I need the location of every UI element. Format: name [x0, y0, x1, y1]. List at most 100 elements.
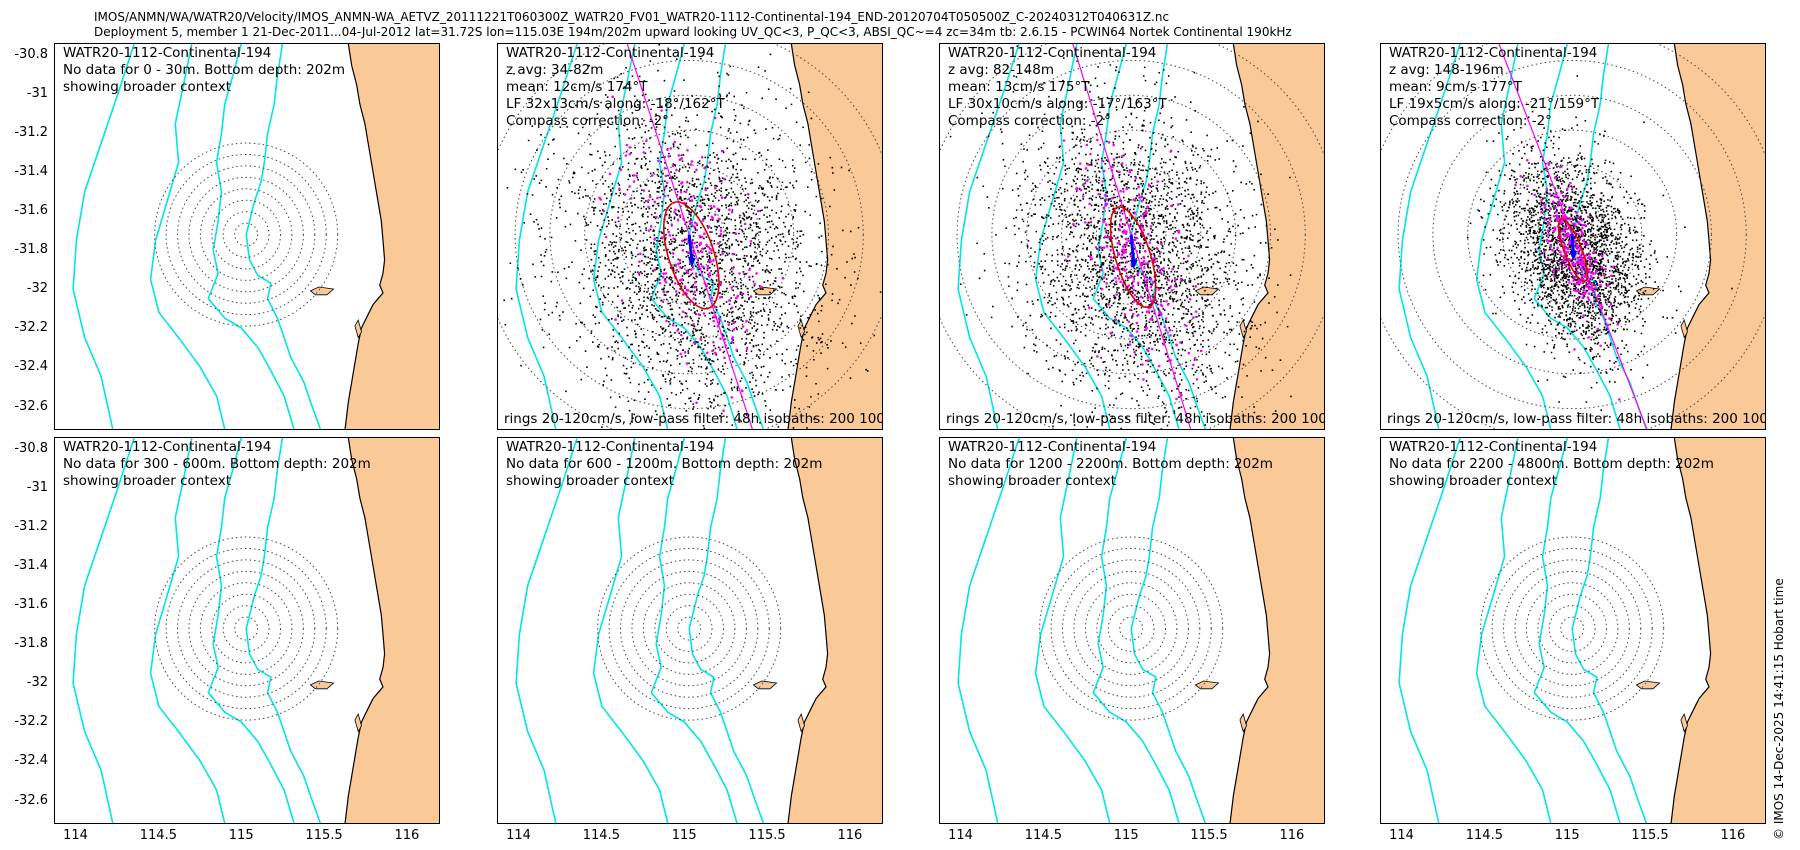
panel-map: [515, 438, 882, 823]
isobath-1000m: [1533, 44, 1621, 429]
island: [1680, 713, 1688, 733]
land-area: [788, 44, 882, 429]
coastline: [1229, 44, 1271, 429]
y-tick-label: -30.8: [14, 46, 48, 62]
x-tick-label: 115: [671, 828, 697, 843]
isobath-2000m: [1034, 44, 1111, 429]
panel-map: [1398, 438, 1765, 823]
y-tick-label: -31.2: [14, 518, 48, 534]
context-ring: [222, 211, 270, 258]
x-tick-label: 115: [1554, 828, 1580, 843]
panel-context-label: showing broader context: [948, 473, 1117, 489]
panel-depth-82-148m: WATR20-1112-Continental-194 z avg: 82-14…: [939, 43, 1325, 430]
context-ring: [234, 222, 259, 247]
mean-velocity-arrow: [1129, 234, 1136, 264]
x-tick-label: 115.5: [1631, 828, 1669, 843]
x-tick-label: 114: [948, 828, 973, 843]
lf-ellipse: [1557, 218, 1589, 283]
lowpass-points: [1062, 105, 1203, 401]
coastline: [787, 44, 829, 429]
island: [354, 713, 362, 733]
coastline: [344, 438, 386, 823]
panel-map: [1381, 44, 1765, 429]
island: [797, 713, 805, 733]
panel-context-label: showing broader context: [506, 473, 675, 489]
island: [309, 680, 335, 690]
context-ring: [1084, 582, 1178, 675]
x-tick-label: 114.5: [1024, 828, 1062, 843]
island: [1680, 319, 1688, 339]
context-ring: [199, 582, 293, 675]
panel-instrument-label: WATR20-1112-Continental-194: [1389, 439, 1598, 455]
panel-mean-label: mean: 13cm/s 175°T: [948, 79, 1090, 95]
velocity-ring: [1502, 164, 1643, 305]
y-tick-label: -32.6: [14, 792, 48, 808]
isobath-200m: [1571, 438, 1648, 823]
panel-compass-label: Compass correction: -2°: [506, 113, 669, 129]
panel-no-data-label: No data for 600 - 1200m. Bottom depth: 2…: [506, 456, 823, 472]
context-ring: [1525, 582, 1619, 675]
panel-no-data-label: No data for 2200 - 4800m. Bottom depth: …: [1389, 456, 1714, 472]
isobath-4000m: [1398, 44, 1461, 429]
island: [1239, 319, 1247, 339]
x-tick-label: 114: [63, 828, 88, 843]
panel-context-label: showing broader context: [1389, 473, 1558, 489]
panel-map: [498, 44, 882, 429]
context-ring: [1050, 547, 1212, 710]
velocity-ring: [1026, 129, 1237, 340]
context-ring: [1537, 593, 1607, 664]
isobath-1000m: [207, 438, 295, 823]
coastline: [1670, 438, 1712, 823]
isobath-2000m: [1475, 44, 1552, 429]
panel-footer-label: rings 20-120cm/s, low-pass filter: 48h i…: [1387, 411, 1765, 427]
isobath-1000m: [650, 438, 738, 823]
isobath-4000m: [72, 44, 135, 429]
y-tick-label: -32.2: [14, 714, 48, 730]
x-tick-label: 114.5: [139, 828, 177, 843]
velocity-ring: [1397, 59, 1747, 410]
island: [1194, 680, 1220, 690]
coastline: [1670, 44, 1712, 429]
coastline: [787, 438, 829, 823]
isobath-4000m: [515, 438, 578, 823]
panel-instrument-label: WATR20-1112-Continental-194: [506, 45, 715, 61]
context-ring: [177, 165, 316, 304]
context-ring: [642, 582, 736, 675]
context-ring: [165, 153, 327, 316]
panel-depth-1200-2200m: WATR20-1112-Continental-194 No data for …: [939, 437, 1325, 824]
panel-lf-label: LF 32x13cm/s along: -18°/162°T: [506, 96, 725, 112]
island: [1194, 286, 1220, 296]
island: [1239, 713, 1247, 733]
context-ring: [188, 176, 304, 293]
y-tick-label: -31.4: [14, 558, 48, 573]
y-tick-label: -30.8: [14, 440, 48, 456]
context-ring: [1480, 536, 1665, 721]
copyright-watermark: © IMOS 14-Dec-2025 14:41:15 Hobart time: [1772, 578, 1786, 840]
isobath-2000m: [1034, 438, 1111, 823]
lowpass-points: [1514, 158, 1621, 401]
x-tick-label: 116: [1720, 828, 1746, 843]
isobath-1000m: [650, 44, 738, 429]
context-ring: [154, 536, 339, 721]
mean-arrow-head: [1569, 250, 1578, 260]
velocity-ring: [1095, 199, 1167, 270]
velocity-ring: [514, 59, 864, 410]
panel-instrument-label: WATR20-1112-Continental-194: [506, 439, 715, 455]
context-ring: [1096, 593, 1166, 664]
y-tick-label: -31: [26, 85, 48, 101]
panel-mean-label: mean: 9cm/s 177°T: [1389, 79, 1522, 95]
panel-depth-2200-4800m: WATR20-1112-Continental-194 No data for …: [1380, 437, 1766, 824]
isobath-2000m: [1475, 438, 1552, 823]
isobath-4000m: [957, 44, 1020, 429]
panel-no-data-label: No data for 0 - 30m. Bottom depth: 202m: [63, 62, 346, 78]
context-ring: [1073, 570, 1189, 687]
land-area: [1671, 44, 1765, 429]
panel-depth-300-600m: WATR20-1112-Continental-194 No data for …: [54, 437, 440, 824]
isobath-4000m: [72, 438, 135, 823]
y-tick-label: -32.6: [14, 398, 48, 414]
isobath-2000m: [592, 438, 669, 823]
island: [752, 680, 778, 690]
y-tick-label: -32: [26, 281, 48, 297]
context-ring: [154, 142, 339, 327]
panel-no-data-label: No data for 1200 - 2200m. Bottom depth: …: [948, 456, 1273, 472]
